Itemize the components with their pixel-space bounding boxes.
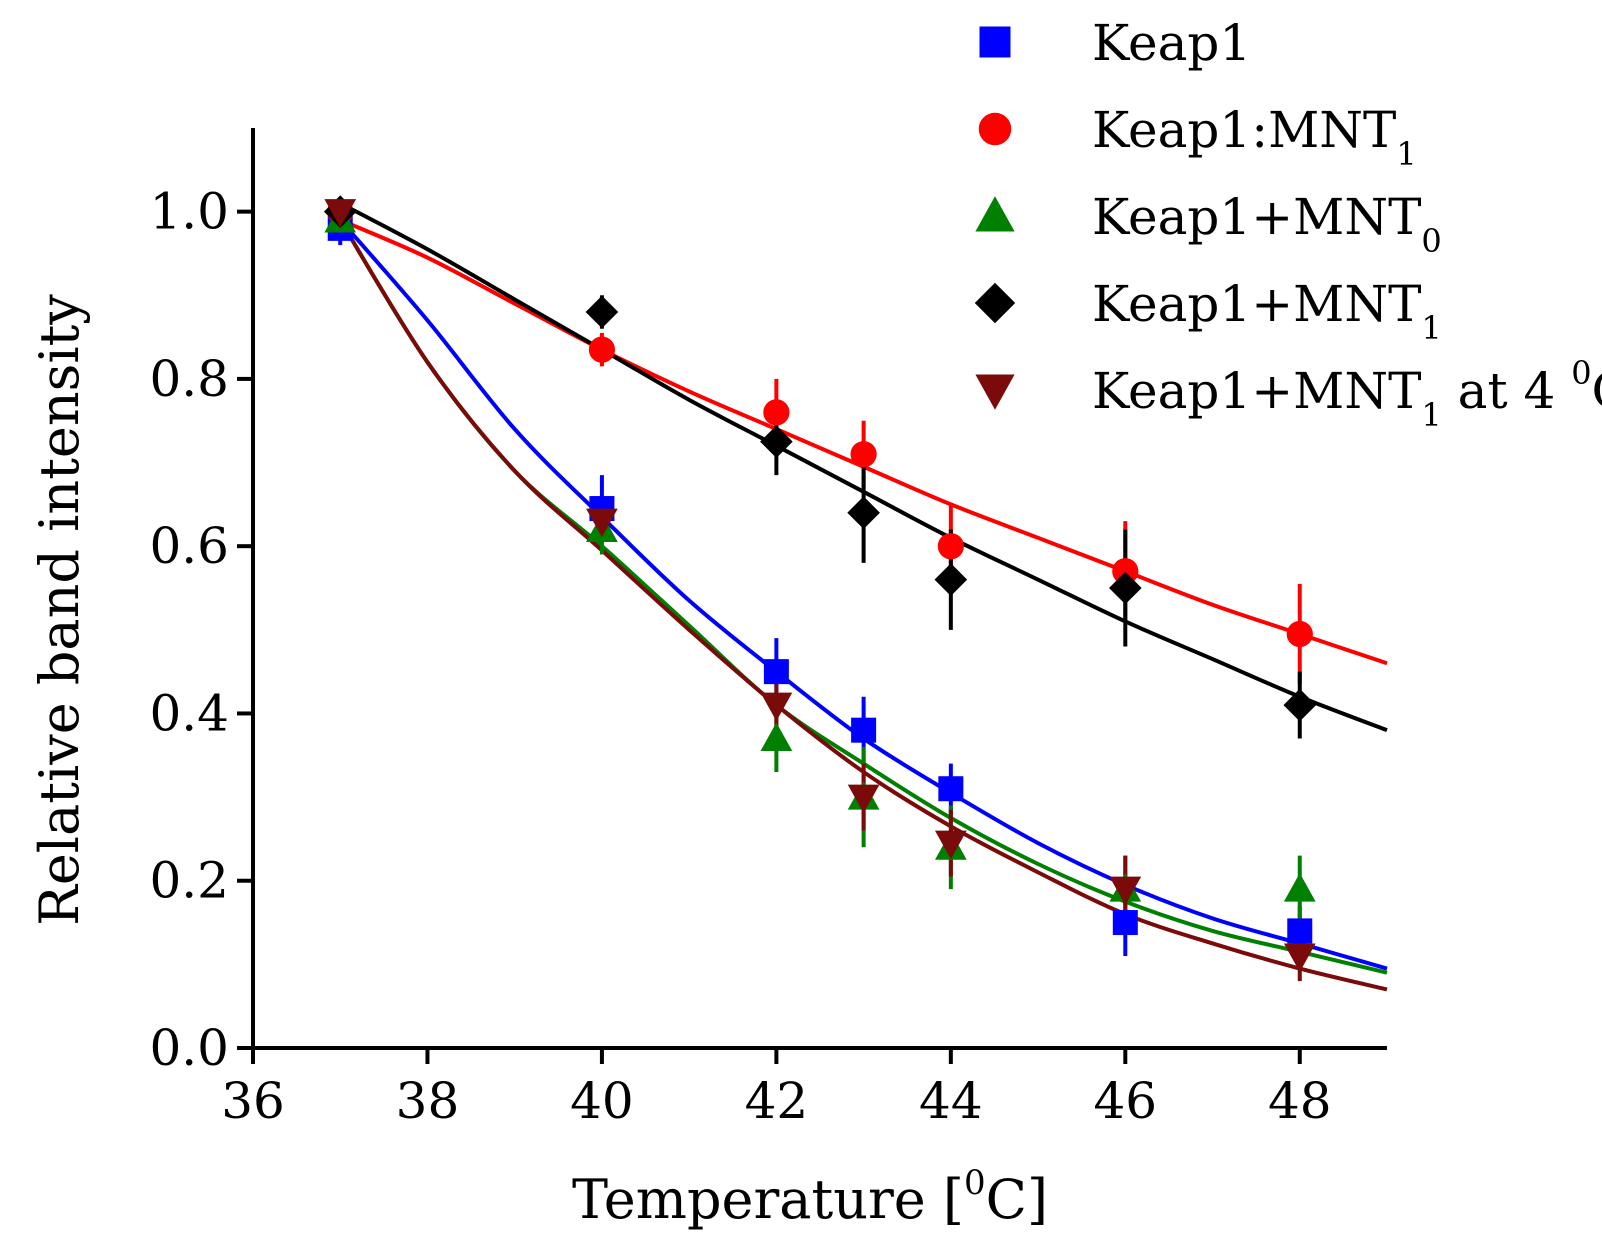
legend-label-suffix: at 4 xyxy=(1442,362,1571,420)
y-tick-label: 0.8 xyxy=(149,350,229,408)
legend-label-main: Keap1 xyxy=(1092,14,1251,72)
y-tick-label: 0.2 xyxy=(149,852,229,910)
y-axis-label: Relative band intensity xyxy=(28,294,91,926)
data-point-square xyxy=(851,717,877,743)
legend-label-main: Keap1+MNT xyxy=(1092,275,1421,333)
data-point-circle xyxy=(937,533,964,560)
legend-label-sub: 0 xyxy=(1421,222,1441,260)
legend-marker-circle xyxy=(978,112,1012,146)
y-tick-label: 1.0 xyxy=(149,183,229,241)
data-point-square xyxy=(938,776,964,802)
legend-marker-triangle-up xyxy=(975,196,1015,232)
data-point-triangle-down xyxy=(1283,943,1316,973)
legend-marker-square xyxy=(979,26,1011,58)
y-tick-label: 0.0 xyxy=(149,1019,229,1077)
x-tick-label: 44 xyxy=(919,1072,983,1130)
data-point-circle xyxy=(588,336,616,363)
legend-label-main: Keap1+MNT xyxy=(1092,362,1421,420)
data-point-square xyxy=(1287,918,1313,944)
y-tick-label: 0.4 xyxy=(149,684,229,742)
data-point-triangle-down xyxy=(586,508,618,538)
data-point-diamond xyxy=(847,496,880,530)
data-point-triangle-down xyxy=(934,830,967,860)
x-axis-label-main: Temperature [ xyxy=(572,1168,964,1231)
x-axis-ticks: 36 38 40 42 44 46 48 xyxy=(221,1048,1332,1130)
data-point-diamond xyxy=(934,563,968,596)
data-point-triangle-down xyxy=(760,692,793,722)
legend-marker-triangle-down xyxy=(975,374,1015,410)
fit-curve-square xyxy=(338,218,1388,971)
fit-curve-diamond xyxy=(339,201,1388,733)
data-point-circle xyxy=(850,441,877,468)
x-tick-label: 38 xyxy=(396,1072,460,1130)
legend-label-sub: 1 xyxy=(1421,309,1441,347)
data-point-diamond xyxy=(1109,571,1142,605)
x-tick-label: 40 xyxy=(570,1072,634,1130)
x-axis-label: Temperature [0C] xyxy=(572,1163,1048,1231)
legend-label-end: C xyxy=(1592,362,1602,420)
legend-label-sub: 1 xyxy=(1421,396,1441,434)
data-point-circle xyxy=(763,399,790,426)
x-tick-label: 42 xyxy=(745,1072,809,1130)
x-tick-label: 46 xyxy=(1093,1072,1157,1130)
data-point-circle xyxy=(1286,620,1313,648)
legend: Keap1Keap1:MNT1Keap1+MNT0Keap1+MNT1Keap1… xyxy=(974,14,1602,434)
data-point-square xyxy=(763,659,789,685)
x-tick-label: 36 xyxy=(221,1072,285,1130)
legend-label-sub: 1 xyxy=(1396,135,1416,173)
data-point-square xyxy=(1112,910,1138,936)
legend-label: Keap1 xyxy=(1092,14,1251,72)
data-point-triangle-up xyxy=(760,722,793,752)
x-axis-label-end: C] xyxy=(986,1168,1048,1231)
data-point-triangle-down xyxy=(847,784,880,814)
y-tick-label: 0.6 xyxy=(149,517,229,575)
data-point-diamond xyxy=(1283,688,1317,722)
legend-label: Keap1+MNT0 xyxy=(1092,188,1442,260)
data-point-diamond xyxy=(760,425,793,458)
fit-curve-triangle-down xyxy=(338,218,1388,992)
data-point-diamond xyxy=(585,295,619,329)
x-tick-label: 48 xyxy=(1268,1072,1332,1130)
legend-label: Keap1+MNT1 xyxy=(1092,275,1442,347)
legend-label: Keap1+MNT1 at 4 0C xyxy=(1092,354,1602,434)
x-axis-label-sup: 0 xyxy=(964,1163,986,1203)
legend-label-main: Keap1+MNT xyxy=(1092,188,1421,246)
data-point-triangle-down xyxy=(1109,876,1142,906)
legend-marker-diamond xyxy=(974,282,1016,324)
fit-curves xyxy=(338,201,1388,992)
data-point-triangle-down xyxy=(324,199,357,228)
legend-label: Keap1:MNT1 xyxy=(1092,101,1417,173)
legend-label-sup: 0 xyxy=(1571,354,1591,392)
data-point-triangle-up xyxy=(1283,873,1316,902)
legend-label-main: Keap1:MNT xyxy=(1092,101,1396,159)
y-axis-ticks: 0.0 0.2 0.4 0.6 0.8 1.0 xyxy=(149,183,253,1077)
data-points xyxy=(323,195,1317,973)
